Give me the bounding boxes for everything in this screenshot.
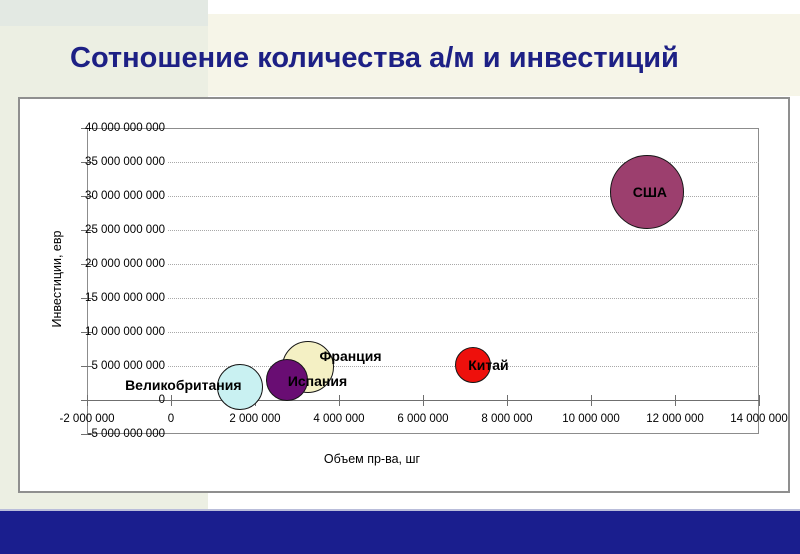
x-axis-tick — [591, 395, 592, 406]
slide-title: Сотношение количества а/м и инвестиций — [70, 42, 679, 74]
x-axis-tick — [87, 395, 88, 406]
bubble-label-china: Китай — [468, 356, 509, 373]
y-axis-tick — [81, 128, 93, 129]
y-axis-tick — [81, 162, 93, 163]
bubble-spain — [265, 359, 308, 402]
x-axis-tick-label: 0 — [167, 413, 175, 425]
y-axis-tick-label: 20 000 000 000 — [85, 258, 165, 270]
y-axis-tick-label: 35 000 000 000 — [85, 156, 165, 168]
bubble-label-uk: Великобритания — [125, 377, 242, 394]
y-gridline — [168, 230, 759, 231]
footer-bar — [0, 509, 800, 554]
x-axis-tick-label: 12 000 000 — [646, 413, 704, 425]
x-axis-tick-label: 8 000 000 — [481, 413, 533, 425]
x-axis-tick-label: 4 000 000 — [313, 413, 365, 425]
x-axis-tick — [507, 395, 508, 406]
x-axis-tick — [675, 395, 676, 406]
y-axis-tick-label: 15 000 000 000 — [85, 292, 165, 304]
x-axis-tick-label: -2 000 000 — [59, 413, 115, 425]
y-gridline — [168, 332, 759, 333]
y-axis-tick — [81, 230, 93, 231]
y-axis-tick-label: 30 000 000 000 — [85, 190, 165, 202]
x-axis-tick — [423, 395, 424, 406]
y-axis-tick-label: 5 000 000 000 — [91, 360, 165, 372]
y-axis-tick-label: 25 000 000 000 — [85, 224, 165, 236]
y-axis-tick-label: 40 000 000 000 — [85, 122, 165, 134]
y-axis-tick — [81, 366, 93, 367]
bubble-uk — [217, 364, 264, 411]
y-axis-tick — [81, 298, 93, 299]
x-axis-tick — [759, 395, 760, 406]
y-axis-tick — [81, 332, 93, 333]
y-axis-tick-label: 0 — [158, 394, 165, 406]
x-axis-tick — [171, 395, 172, 406]
bubble-usa — [609, 154, 684, 229]
plot-area-border — [87, 128, 759, 434]
bubble-label-france: Франция — [319, 348, 382, 365]
x-axis-tick-label: 10 000 000 — [562, 413, 620, 425]
x-axis-title: Объем пр-ва, шг — [323, 452, 421, 466]
x-axis-tick-label: 14 000 000 — [730, 413, 788, 425]
x-axis-tick-label: 2 000 000 — [229, 413, 281, 425]
bubble-chart: Инвестиции, евр Объем пр-ва, шг 40 000 0… — [18, 97, 790, 493]
bubble-label-usa: США — [632, 183, 668, 200]
y-axis-tick-label: -5 000 000 000 — [87, 428, 165, 440]
x-axis-tick-label: 6 000 000 — [397, 413, 449, 425]
background-left-top-cap — [0, 0, 208, 26]
bubble-china — [455, 346, 492, 383]
y-axis-tick — [81, 264, 93, 265]
y-axis-tick-label: 10 000 000 000 — [85, 326, 165, 338]
y-gridline — [168, 196, 759, 197]
y-axis-title: Инвестиции, евр — [50, 230, 64, 328]
y-axis-tick — [81, 434, 93, 435]
y-gridline — [168, 264, 759, 265]
y-gridline — [168, 162, 759, 163]
background-title-band — [208, 14, 800, 96]
y-gridline — [168, 298, 759, 299]
bubble-label-spain: Испания — [287, 373, 348, 390]
x-axis-tick — [339, 395, 340, 406]
y-axis-tick — [81, 196, 93, 197]
